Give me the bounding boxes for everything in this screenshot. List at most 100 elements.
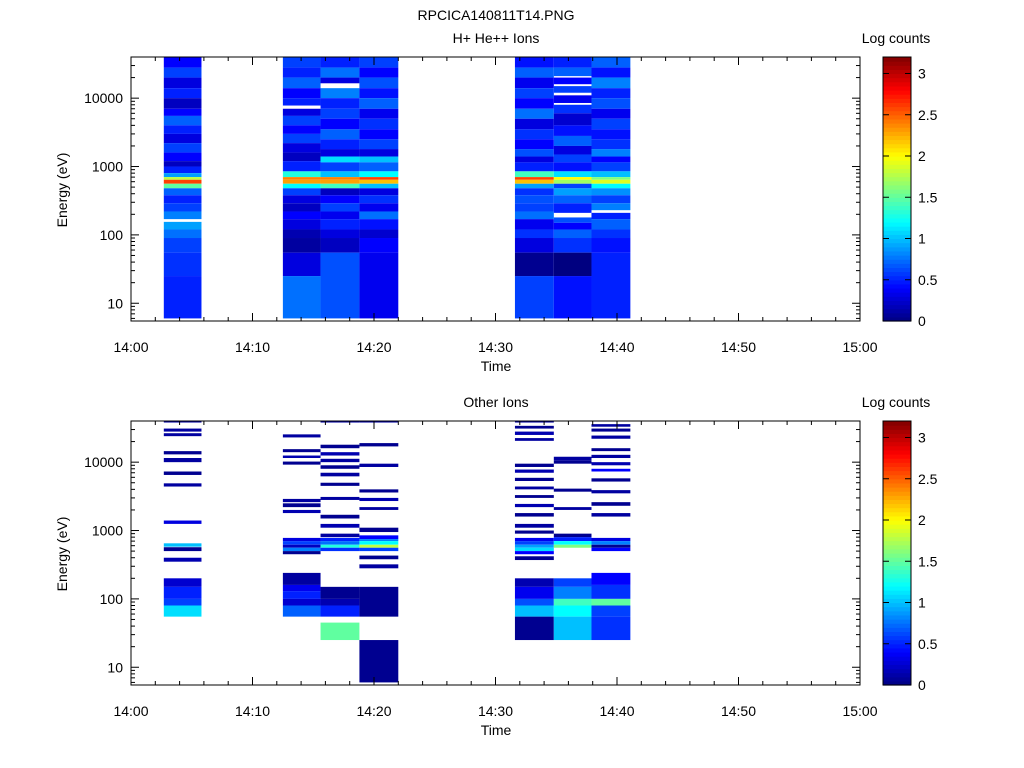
y-tick-label: 100 [100, 591, 124, 607]
y-tick-label: 1000 [92, 523, 123, 539]
heatmap-cell [320, 149, 360, 157]
colorbar-segment [883, 581, 911, 587]
heatmap-cell [591, 57, 631, 68]
heatmap-cell [553, 252, 592, 277]
colorbar-segment [883, 123, 911, 128]
colorbar-segment [883, 647, 911, 653]
heatmap-cell [591, 179, 631, 184]
heatmap-cell [163, 211, 202, 220]
colorbar-segment [883, 532, 911, 538]
colorbar-segment [883, 565, 911, 571]
heatmap-cell [163, 520, 202, 524]
heatmap-cell [514, 421, 554, 423]
heatmap-cell [359, 252, 399, 319]
colorbar-segment [883, 279, 911, 285]
colorbar-segment [883, 577, 911, 583]
heatmap-cell [514, 438, 554, 441]
heatmap-cell [163, 598, 202, 606]
colorbar-segment [883, 135, 911, 141]
heatmap-cell [320, 77, 360, 84]
heatmap-cell [282, 67, 321, 78]
colorbar-segment [883, 102, 911, 108]
colorbar-segment [883, 627, 911, 632]
colorbar-segment [883, 623, 911, 628]
colorbar-segment [883, 458, 911, 463]
heatmap-cell [163, 252, 202, 277]
heatmap-cell [514, 67, 554, 78]
heatmap-cell [359, 539, 399, 542]
heatmap-cell [320, 229, 360, 239]
heatmap-cell [514, 547, 554, 552]
heatmap-cell [514, 238, 554, 253]
colorbar-tick-label: 0.5 [918, 272, 938, 288]
colorbar-segment [883, 425, 911, 430]
heatmap-cell [514, 486, 554, 490]
colorbar-segment [883, 296, 911, 301]
heatmap-cell [514, 605, 554, 617]
heatmap-cell [514, 469, 554, 473]
heatmap-cell [591, 502, 631, 506]
heatmap-cell [359, 443, 399, 447]
heatmap-cell [553, 67, 592, 77]
x-tick-label: 14:20 [356, 339, 391, 355]
heatmap-cell [282, 544, 321, 548]
colorbar-label: Log counts [862, 394, 931, 410]
heatmap-cell [320, 98, 360, 109]
colorbar-label: Log counts [862, 30, 931, 46]
colorbar-segment [883, 292, 911, 297]
heatmap-cell [514, 229, 554, 239]
heatmap-cell [553, 86, 592, 93]
heatmap-cell [163, 428, 202, 432]
colorbar-segment [883, 300, 911, 306]
heatmap-cell [591, 584, 631, 599]
colorbar-segment [883, 643, 911, 649]
heatmap-cell [591, 490, 631, 494]
heatmap-cell [282, 57, 321, 68]
heatmap-cell [320, 622, 360, 641]
heatmap-cell [320, 496, 360, 500]
colorbar-segment [883, 57, 911, 62]
heatmap-cell [591, 478, 631, 482]
colorbar-segment [883, 65, 911, 70]
heatmap-cell [163, 458, 202, 463]
colorbar-segment [883, 561, 911, 566]
colorbar-segment [883, 156, 911, 161]
heatmap-cell [320, 252, 360, 319]
heatmap-cell [553, 460, 592, 464]
colorbar-segment [883, 449, 911, 455]
heatmap-cell [282, 509, 321, 514]
colorbar-frame [882, 420, 912, 686]
heatmap-cell [514, 88, 554, 99]
colorbar-segment [883, 520, 911, 525]
heatmap-cell [553, 541, 592, 545]
heatmap-cell [163, 203, 202, 212]
heatmap-cell [514, 551, 554, 555]
heatmap-cell [282, 584, 321, 592]
heatmap-cell [553, 171, 592, 178]
x-tick-label: 15:00 [842, 339, 877, 355]
heatmap-cell [359, 541, 399, 545]
colorbar-segment [883, 569, 911, 575]
heatmap-cell [163, 183, 202, 189]
heatmap-cell [163, 161, 202, 167]
y-axis: 10 100 1000 10000 [84, 420, 860, 683]
colorbar-segment [883, 590, 911, 595]
colorbar-segment [883, 573, 911, 579]
heatmap-cell [320, 523, 360, 528]
colorbar-tick-label: 0 [918, 677, 926, 693]
heatmap-cell [359, 489, 399, 493]
heatmap-cell [282, 152, 321, 162]
y-tick-label: 1000 [92, 159, 123, 175]
colorbar-segment [883, 98, 911, 103]
heatmap-cell [514, 77, 554, 89]
heatmap-cell [359, 421, 399, 423]
colorbar-segment [883, 308, 911, 314]
colorbar-segment [883, 139, 911, 145]
colorbar-segment [883, 73, 911, 79]
heatmap-cell [591, 118, 631, 130]
colorbar-segment [883, 614, 911, 620]
heatmap-cell [553, 537, 592, 542]
colorbar-segment [883, 176, 911, 182]
colorbar-segment [883, 544, 911, 550]
heatmap-cell [320, 598, 360, 606]
